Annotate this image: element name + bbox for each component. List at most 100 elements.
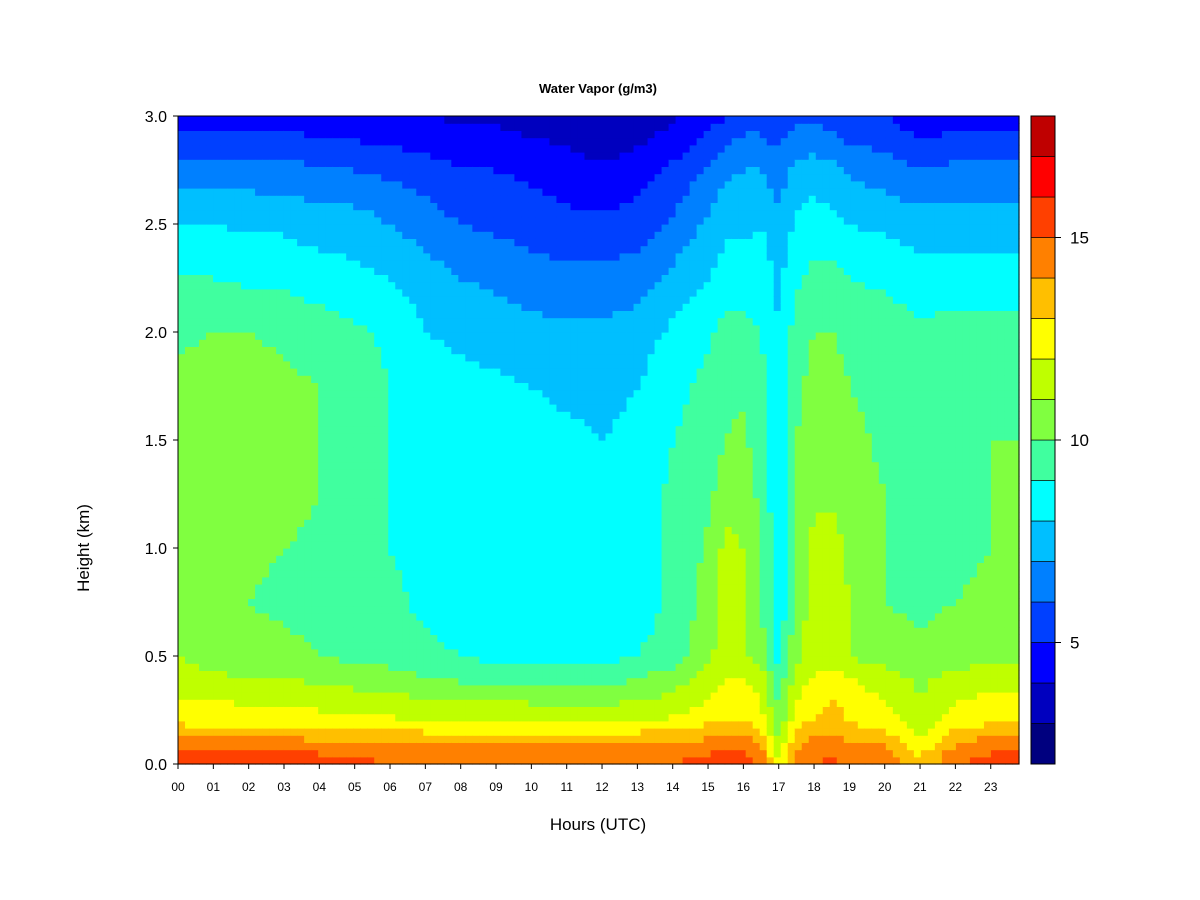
heatmap-cell: [304, 677, 312, 686]
heatmap-cell: [507, 152, 515, 160]
heatmap-cell: [325, 317, 333, 326]
heatmap-cell: [521, 252, 530, 261]
heatmap-cell: [416, 461, 424, 470]
heatmap-cell: [430, 440, 438, 448]
heatmap-cell: [283, 749, 291, 758]
heatmap-cell: [353, 418, 361, 427]
heatmap-cell: [416, 749, 424, 758]
heatmap-cell: [192, 562, 200, 571]
heatmap-cell: [423, 612, 431, 621]
heatmap-cell: [283, 519, 291, 527]
heatmap-cell: [556, 317, 565, 326]
heatmap-cell: [206, 202, 214, 211]
heatmap-cell: [367, 648, 375, 657]
heatmap-cell: [402, 468, 410, 477]
heatmap-cell: [353, 512, 361, 520]
heatmap-cell: [199, 540, 207, 549]
heatmap-cell: [297, 504, 305, 513]
heatmap-cell: [241, 260, 249, 268]
heatmap-cell: [241, 720, 249, 729]
heatmap-cell: [528, 576, 537, 585]
heatmap-cell: [409, 130, 417, 139]
heatmap-cell: [388, 461, 396, 470]
heatmap-cell: [493, 324, 501, 333]
heatmap-cell: [269, 137, 277, 146]
heatmap-cell: [262, 389, 270, 398]
heatmap-cell: [255, 684, 263, 693]
heatmap-cell: [549, 180, 558, 189]
heatmap-cell: [395, 339, 403, 347]
heatmap-cell: [430, 173, 438, 182]
heatmap-cell: [430, 166, 438, 175]
heatmap-cell: [360, 324, 368, 333]
heatmap-cell: [283, 288, 291, 297]
heatmap-cell: [318, 324, 326, 333]
heatmap-cell: [353, 152, 361, 160]
heatmap-cell: [318, 519, 326, 527]
heatmap-cell: [451, 476, 459, 484]
heatmap-cell: [430, 303, 438, 311]
heatmap-cell: [521, 548, 530, 556]
heatmap-cell: [528, 720, 537, 729]
heatmap-cell: [304, 375, 312, 383]
heatmap-cell: [185, 252, 193, 261]
heatmap-cell: [549, 454, 558, 463]
heatmap-cell: [192, 173, 200, 182]
heatmap-cell: [206, 634, 214, 643]
heatmap-cell: [381, 339, 389, 347]
heatmap-cell: [549, 670, 558, 679]
heatmap-cell: [367, 720, 375, 729]
heatmap-cell: [269, 648, 277, 657]
heatmap-cell: [395, 382, 403, 391]
heatmap-cell: [458, 612, 466, 621]
heatmap-cell: [332, 324, 340, 333]
heatmap-cell: [241, 512, 249, 520]
heatmap-cell: [227, 404, 235, 412]
heatmap-cell: [451, 389, 459, 398]
heatmap-cell: [185, 454, 193, 463]
heatmap-cell: [465, 598, 473, 607]
heatmap-cell: [486, 605, 494, 614]
heatmap-cell: [486, 548, 494, 556]
heatmap-cell: [388, 382, 396, 391]
heatmap-cell: [255, 418, 263, 427]
heatmap-cell: [318, 627, 326, 635]
heatmap-cell: [430, 620, 438, 628]
heatmap-cell: [185, 468, 193, 477]
heatmap-cell: [220, 274, 228, 283]
heatmap-cell: [206, 605, 214, 614]
heatmap-cell: [402, 612, 410, 621]
heatmap-cell: [521, 620, 530, 628]
heatmap-cell: [388, 533, 396, 542]
heatmap-cell: [255, 605, 263, 614]
heatmap-cell: [325, 281, 333, 290]
heatmap-cell: [325, 742, 333, 751]
heatmap-cell: [227, 612, 235, 621]
heatmap-cell: [353, 677, 361, 686]
heatmap-cell: [388, 454, 396, 463]
heatmap-cell: [521, 332, 530, 340]
heatmap-cell: [269, 591, 277, 599]
heatmap-cell: [227, 641, 235, 650]
heatmap-cell: [423, 152, 431, 160]
heatmap-cell: [269, 195, 277, 203]
heatmap-cell: [241, 677, 249, 686]
heatmap-cell: [318, 605, 326, 614]
heatmap-cell: [367, 447, 375, 455]
heatmap-cell: [178, 418, 186, 427]
heatmap-cell: [220, 735, 228, 743]
heatmap-cell: [262, 188, 270, 196]
heatmap-cell: [507, 411, 515, 419]
heatmap-cell: [402, 396, 410, 405]
heatmap-cell: [535, 274, 544, 283]
heatmap-cell: [374, 591, 382, 599]
heatmap-cell: [325, 360, 333, 369]
heatmap-cell: [507, 634, 515, 643]
heatmap-cell: [269, 404, 277, 412]
heatmap-cell: [276, 418, 284, 427]
heatmap-cell: [542, 209, 551, 218]
heatmap-cell: [304, 267, 312, 275]
heatmap-cell: [458, 396, 466, 405]
heatmap-cell: [486, 310, 494, 319]
heatmap-cell: [430, 274, 438, 283]
